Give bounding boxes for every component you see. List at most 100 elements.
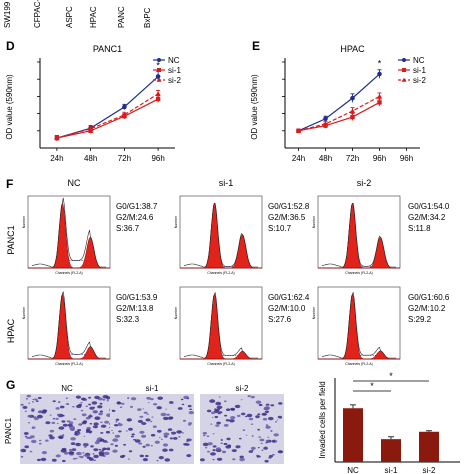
stained-cell (131, 397, 137, 401)
stained-cell (230, 416, 236, 420)
point-NC (350, 95, 355, 101)
row-label-PANC1: PANC1 (6, 225, 16, 254)
stained-cell (261, 412, 267, 416)
stained-cell (240, 399, 243, 401)
legend-label-si-1: si-1 (168, 66, 181, 75)
stained-cell (64, 451, 69, 455)
stained-cell (72, 405, 75, 408)
stained-cell (56, 413, 61, 416)
stained-cell (98, 412, 103, 416)
stained-cell (139, 416, 141, 418)
stained-cell (241, 412, 246, 416)
stained-cell (117, 423, 123, 427)
stained-cell (204, 447, 208, 449)
stained-cell (210, 423, 213, 425)
stained-cell (100, 424, 107, 428)
stained-cell (223, 442, 228, 446)
bar-si-1 (381, 439, 401, 462)
stained-cell (242, 429, 246, 431)
stained-cell (218, 396, 221, 398)
stained-cell (183, 443, 188, 446)
stained-cell (153, 403, 158, 406)
stained-cell (76, 451, 82, 456)
stained-cell (123, 443, 127, 446)
histogram-frame (317, 195, 401, 269)
stained-cell (27, 414, 32, 418)
stained-cell (73, 418, 77, 420)
panel-g-invasion: PANC1 NC si-1 si-2 Invaded cells per field NC… (4, 371, 460, 474)
stained-cell (57, 437, 60, 438)
stained-cell (28, 402, 31, 404)
stained-cell (105, 430, 111, 434)
stained-cell (85, 428, 91, 432)
cell-line-label-4: PANC (117, 6, 126, 28)
stained-cell (106, 399, 109, 401)
stained-cell (88, 403, 92, 406)
stained-cell (178, 436, 181, 438)
stained-cell (69, 425, 75, 430)
invasion-row-label: PANC1 (4, 417, 13, 444)
stained-cell (129, 405, 134, 408)
stained-cell (229, 419, 235, 423)
stained-cell (31, 439, 37, 444)
stained-cell (139, 415, 144, 418)
stained-cell (274, 421, 278, 423)
stained-cell (220, 439, 223, 441)
histogram-PANC1-NC: Channels (FL2-A) Number G0/G1:38.7 G2/M:24.… (22, 195, 158, 275)
stained-cell (114, 434, 121, 438)
stained-cell (94, 441, 100, 445)
stained-cell (68, 451, 75, 455)
stained-cell (169, 401, 174, 404)
histogram-PANC1-si-1: Channels (FL2-A) Number G0/G1:52.8 G2/M:36.… (174, 195, 310, 275)
stained-cell (215, 424, 220, 427)
stained-cell (110, 443, 114, 446)
stained-cell (60, 449, 67, 453)
stained-cell (264, 410, 269, 414)
stained-cell (239, 457, 245, 462)
histogram-frame (179, 286, 263, 360)
stained-cell (150, 433, 156, 437)
column-header-si-1: si-1 (219, 178, 234, 188)
stained-cell (177, 407, 183, 410)
stained-cell (265, 424, 268, 426)
x-tick-label-96h: 96h (400, 154, 413, 163)
stained-cell (182, 419, 187, 422)
panel-d-growth-chart: 24h 48h 72h 96h PANC1 OD value (590nm) * NCsi-1… (5, 44, 181, 163)
legend-marker (157, 68, 161, 72)
stained-cell (92, 410, 98, 414)
stained-cell (264, 446, 267, 448)
stained-cell (89, 432, 92, 434)
series-line-si-2 (56, 93, 159, 139)
stained-cell (89, 422, 93, 425)
stained-cell (83, 435, 86, 437)
stained-cell (127, 397, 130, 399)
stained-cell (239, 455, 244, 459)
x-tick-label-48h: 48h (319, 154, 332, 163)
panel-letter-d: D (6, 39, 15, 53)
stained-cell (23, 432, 29, 435)
stained-cell (268, 455, 273, 458)
stained-cell (220, 442, 224, 445)
stained-cell (167, 428, 173, 431)
significance-star: * (389, 371, 393, 381)
column-header-si-2: si-2 (357, 178, 372, 188)
cycle-stat: G0/G1:53.9 (116, 293, 158, 302)
stained-cell (106, 447, 111, 451)
cycle-stat: G2/M:13.8 (116, 304, 154, 313)
histogram-x-label: Channels (FL2-A) (207, 362, 235, 366)
stained-cell (102, 398, 106, 401)
stained-cell (101, 449, 105, 452)
histogram-y-label: Number (22, 306, 26, 319)
stained-cell (214, 415, 219, 419)
stained-cell (93, 422, 99, 426)
series-line-si-2 (298, 95, 380, 132)
stained-cell (251, 449, 254, 451)
stained-cell (111, 409, 116, 412)
panel-letter-e: E (252, 39, 260, 53)
point-si-2 (295, 128, 302, 133)
stained-cell (24, 435, 28, 438)
stained-cell (36, 458, 41, 462)
invasion-image-label: si-1 (146, 384, 159, 393)
